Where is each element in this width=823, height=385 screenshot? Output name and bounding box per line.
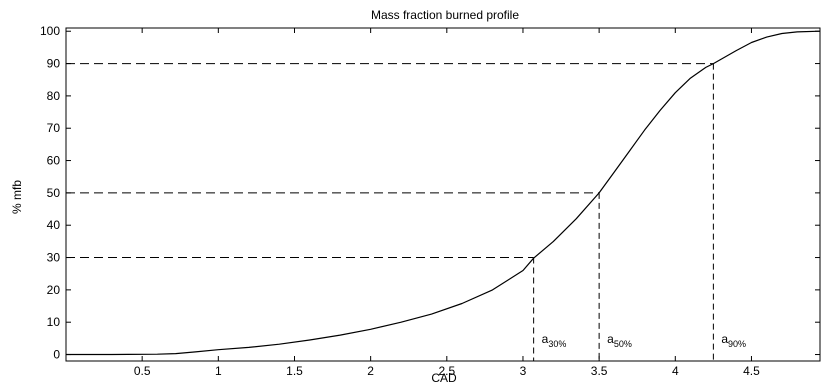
marker-label-main: a bbox=[721, 332, 728, 346]
marker-lines bbox=[66, 63, 714, 361]
y-tick-label: 100 bbox=[40, 24, 60, 38]
y-tick-label: 70 bbox=[47, 121, 61, 135]
x-tick-label: 0.5 bbox=[134, 364, 151, 378]
y-axis-ticks: 0 10 20 30 40 50 60 70 80 90 100 bbox=[40, 24, 820, 362]
chart-title: Mass fraction burned profile bbox=[371, 8, 519, 22]
marker-label-sub: 50% bbox=[614, 339, 632, 349]
y-tick-label: 60 bbox=[47, 154, 61, 168]
y-tick-label: 30 bbox=[47, 251, 61, 265]
marker-label-main: a bbox=[542, 332, 549, 346]
marker-label: a30% bbox=[542, 332, 567, 349]
x-tick-label: 1.5 bbox=[286, 364, 303, 378]
series-layer bbox=[66, 30, 821, 356]
x-tick-label: 2 bbox=[367, 364, 374, 378]
marker-label-main: a bbox=[607, 332, 614, 346]
y-tick-label: 90 bbox=[47, 57, 61, 71]
marker-label: a50% bbox=[607, 332, 632, 349]
plot-frame bbox=[65, 27, 821, 362]
x-tick-label: 1 bbox=[215, 364, 222, 378]
y-tick-label: 0 bbox=[53, 348, 60, 362]
marker-label-sub: 90% bbox=[728, 339, 746, 349]
y-tick-label: 50 bbox=[47, 186, 61, 200]
x-tick-label: 3 bbox=[520, 364, 527, 378]
marker-labels: a30% a50% a90% bbox=[542, 332, 746, 349]
plot-axes bbox=[65, 27, 821, 362]
mfb-curve bbox=[66, 30, 821, 356]
y-tick-label: 20 bbox=[47, 283, 61, 297]
x-tick-label: 4 bbox=[672, 364, 679, 378]
x-tick-label: 2.5 bbox=[438, 364, 455, 378]
y-axis-label: % mfb bbox=[10, 180, 24, 214]
y-tick-label: 80 bbox=[47, 89, 61, 103]
x-axis-label: CAD bbox=[431, 371, 457, 385]
x-tick-label: 3.5 bbox=[591, 364, 608, 378]
marker-label-sub: 30% bbox=[548, 339, 566, 349]
x-tick-label: 4.5 bbox=[743, 364, 760, 378]
y-tick-label: 10 bbox=[47, 315, 61, 329]
marker-label: a90% bbox=[721, 332, 746, 349]
y-tick-label: 40 bbox=[47, 218, 61, 232]
x-axis-ticks: 0.5 1 1.5 2 2.5 3 3.5 4 4.5 bbox=[134, 28, 760, 378]
